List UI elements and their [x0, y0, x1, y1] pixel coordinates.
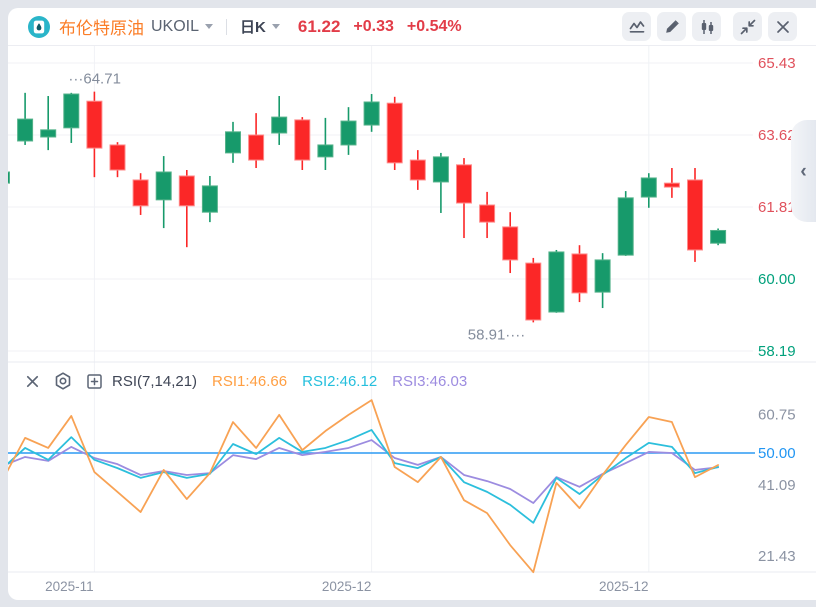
candle-body [710, 229, 727, 244]
price-tick-label: 61.81 [758, 199, 796, 216]
rsi-expand-icon[interactable] [86, 373, 103, 390]
chart-widget: 布伦特原油 UKOIL 日K 61.22 +0.33 +0.54% [8, 8, 816, 600]
chart-header: 布伦特原油 UKOIL 日K 61.22 +0.33 +0.54% [8, 8, 816, 46]
candle-body [40, 129, 57, 138]
chevron-down-icon [271, 24, 280, 29]
rsi-line-rsi2 [8, 429, 719, 524]
rsi-tick-label: 50.00 [758, 445, 796, 462]
instrument-name: 布伦特原油 [59, 19, 144, 38]
candle-body [687, 179, 703, 251]
candle-body [63, 93, 80, 129]
high-marker-label: ···64.71 [68, 71, 121, 88]
price-tick-label: 60.00 [758, 271, 796, 288]
candle-body [617, 197, 634, 256]
close-button[interactable] [768, 12, 797, 41]
candle-body [17, 118, 34, 142]
instrument-logo-icon [28, 15, 50, 38]
panel-collapse-tab[interactable]: ‹ [791, 120, 816, 222]
rsi-title: RSI(7,14,21) [112, 372, 198, 390]
candle-body [409, 159, 426, 181]
chevron-down-icon [205, 24, 214, 29]
price-tick-label: 63.62 [758, 127, 796, 144]
rsi2-value: RSI2:46.12 [302, 372, 378, 390]
price-change: +0.33 [353, 17, 394, 35]
collapse-icon [740, 19, 755, 34]
price-tick-label: 58.19 [758, 343, 796, 360]
candle-body [294, 119, 311, 161]
candle-body [479, 204, 496, 223]
candle-body [155, 171, 172, 201]
line-chart-icon [629, 20, 644, 33]
close-icon [776, 20, 789, 33]
candlestick-button[interactable] [692, 12, 721, 41]
draw-button[interactable] [657, 12, 686, 41]
symbol-label: UKOIL [151, 17, 200, 35]
low-marker-label: 58.91···· [468, 326, 526, 343]
period-selector[interactable]: 日K [240, 16, 280, 37]
chevron-left-icon: ‹ [800, 160, 807, 182]
rsi-tick-label: 60.75 [758, 406, 796, 423]
candle-body [432, 156, 449, 183]
rsi-tick-label: 21.43 [758, 548, 796, 565]
time-tick-label: 2025-12 [599, 579, 649, 594]
rsi3-value: RSI3:46.03 [392, 372, 468, 390]
price-tick-label: 65.43 [758, 55, 796, 72]
time-tick-label: 2025-11 [45, 579, 94, 594]
candle-body [317, 144, 334, 158]
rsi1-value: RSI1:46.66 [212, 372, 288, 390]
line-chart-button[interactable] [622, 12, 651, 41]
price-change-pct: +0.54% [406, 17, 462, 35]
candle-body [109, 144, 126, 171]
candle-body [201, 185, 218, 213]
candle-body [8, 171, 10, 184]
candle-body [178, 175, 195, 207]
candle-body [86, 100, 103, 149]
candle-body [502, 226, 519, 261]
candle-body [663, 182, 680, 188]
pencil-icon [665, 19, 679, 33]
collapse-button[interactable] [733, 12, 762, 41]
symbol-selector[interactable]: UKOIL [151, 17, 214, 36]
candle-body [271, 116, 288, 134]
candle-body [525, 262, 542, 321]
candle-body [363, 101, 380, 126]
rsi-line-rsi3 [8, 439, 719, 504]
candle-body [594, 259, 611, 293]
time-tick-label: 2025-12 [322, 579, 372, 594]
candle-body [225, 131, 241, 154]
rsi-line-rsi1 [8, 399, 719, 574]
last-price: 61.22 [297, 16, 341, 36]
chart-body: 65.43 63.62 61.81 60.00 58.19 2025-11 2025-12 2… [8, 46, 816, 600]
candle-body [340, 120, 357, 146]
candle-body [640, 177, 657, 198]
period-label: 日K [240, 19, 266, 36]
candle-body [132, 179, 149, 207]
candle-body [248, 134, 265, 161]
rsi-close-icon[interactable] [25, 374, 40, 389]
rsi-settings-icon[interactable] [53, 371, 73, 391]
rsi-panel-header: RSI(7,14,21) RSI1:46.66 RSI2:46.12 RSI3:… [8, 364, 467, 398]
candle-body [571, 253, 588, 294]
chart-canvas[interactable]: 65.43 63.62 61.81 60.00 58.19 2025-11 2025-12 2… [8, 46, 816, 600]
candle-body [548, 251, 565, 313]
candle-body [456, 164, 472, 204]
header-divider [226, 18, 228, 35]
candle-body [386, 102, 403, 164]
candlestick-icon [701, 19, 713, 34]
rsi-tick-label: 41.09 [758, 477, 796, 494]
